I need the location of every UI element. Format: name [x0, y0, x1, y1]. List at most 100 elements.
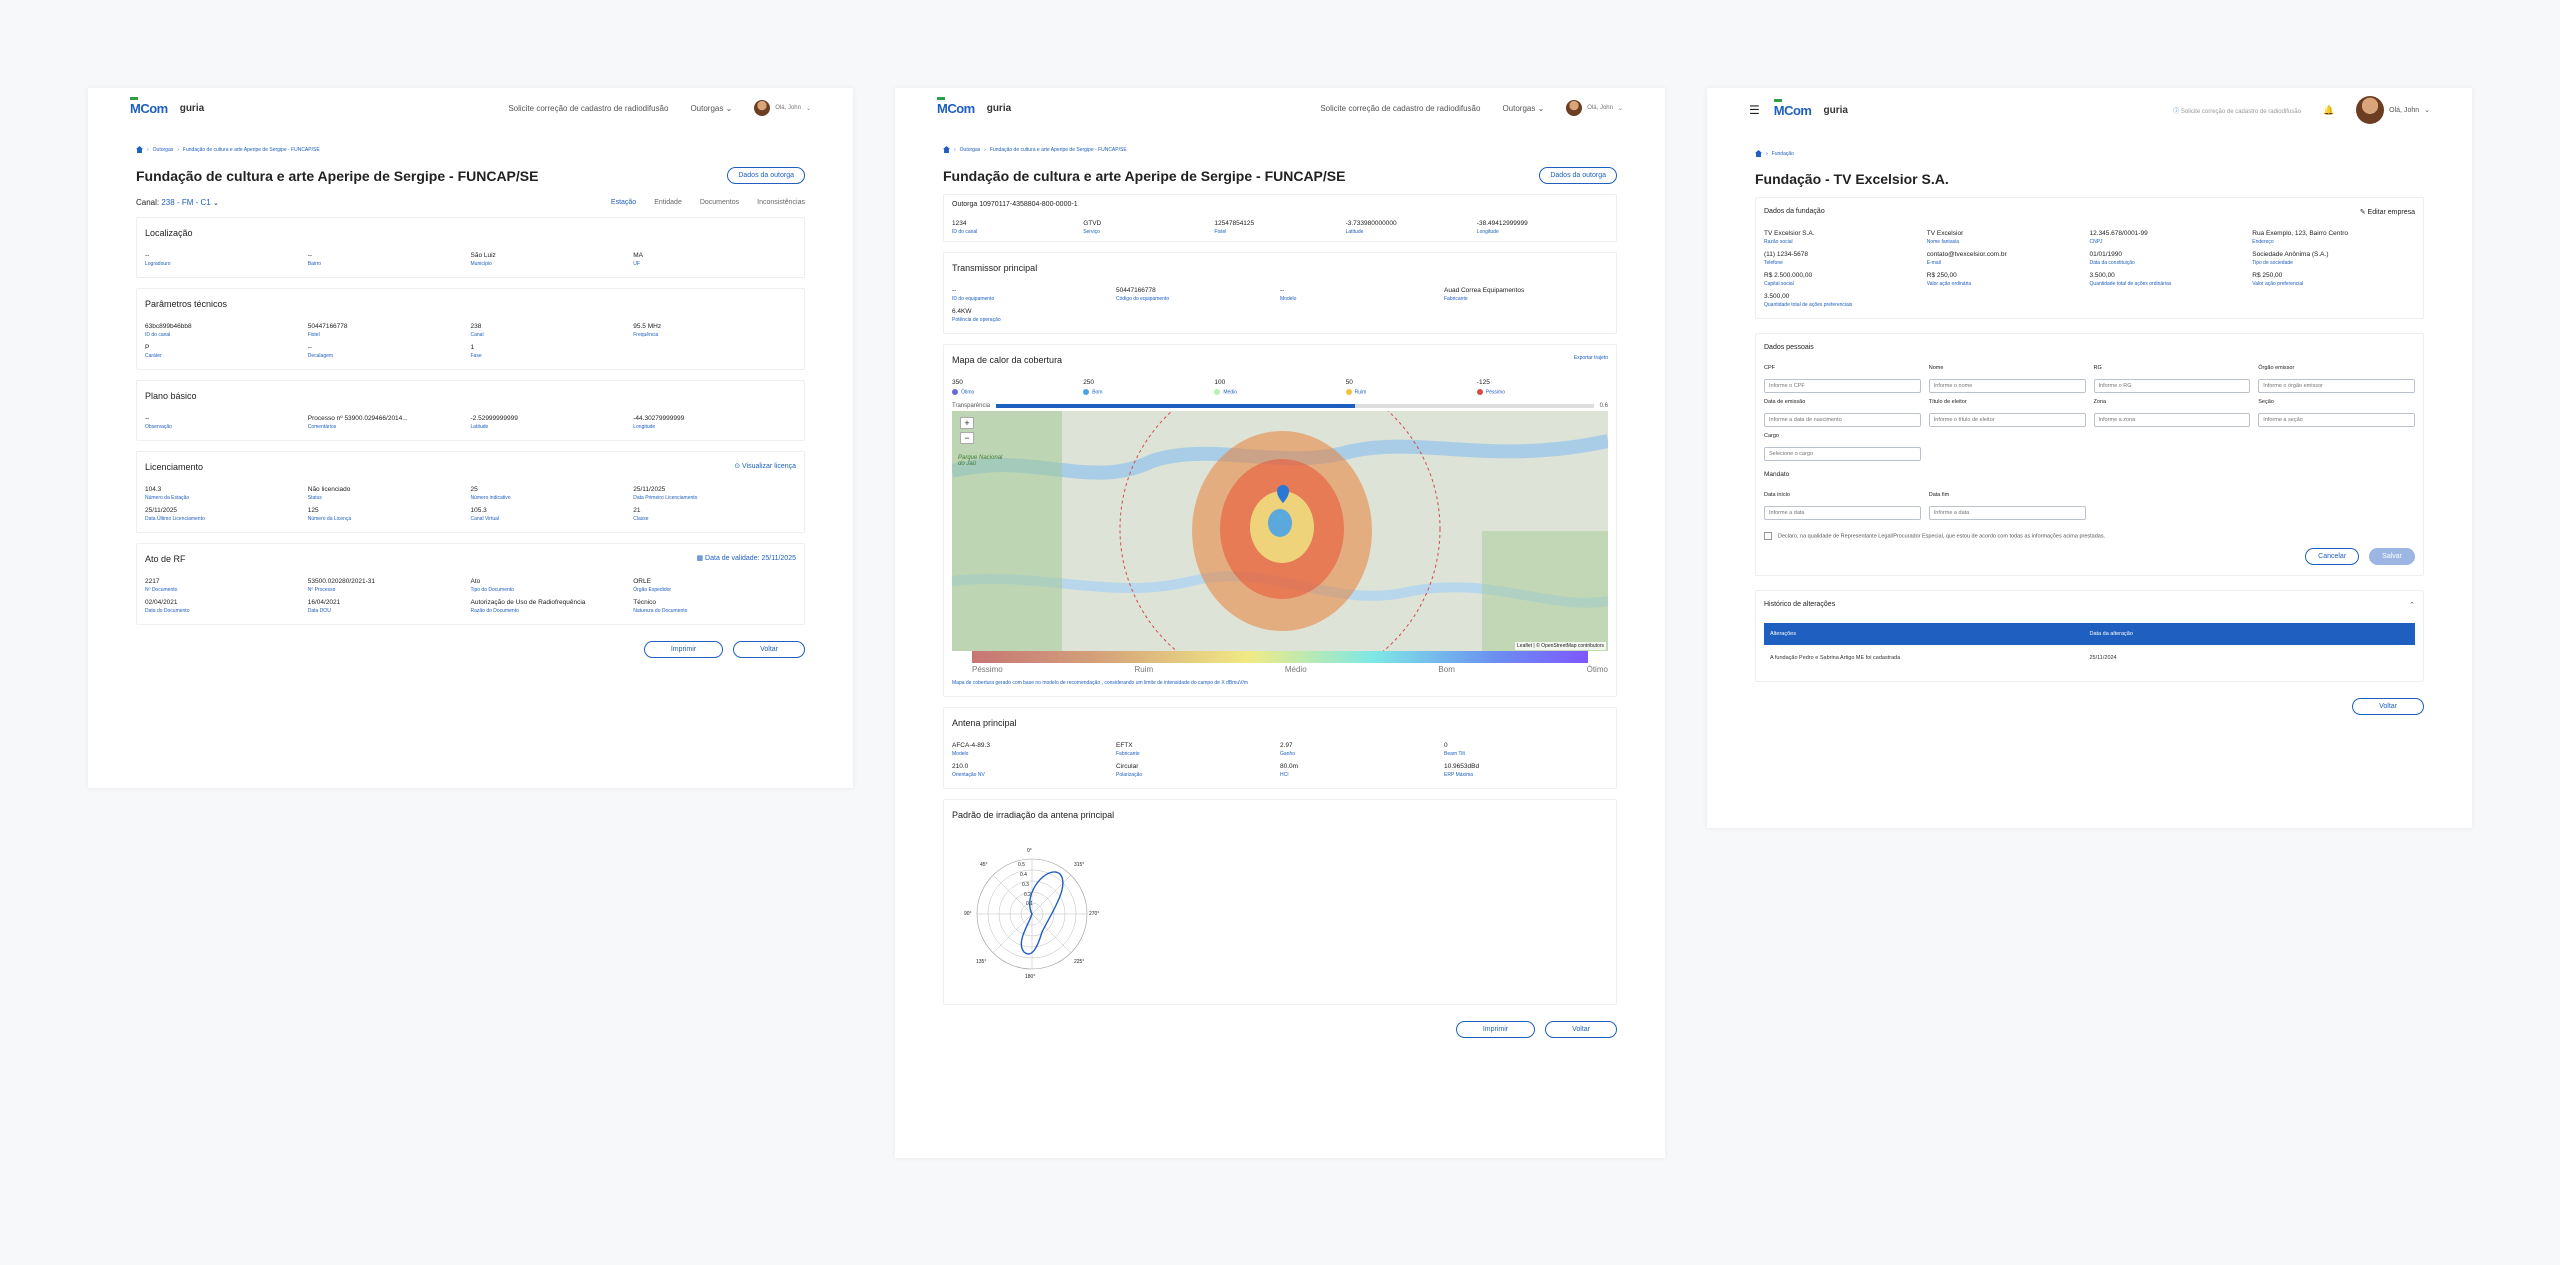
field-item: Circular Polarização [1116, 763, 1280, 778]
field-item: 210.0 Orientação NV [952, 763, 1116, 778]
back-button[interactable]: Voltar [1545, 1021, 1617, 1039]
declaro-checkbox[interactable] [1764, 532, 1772, 540]
card-title: Dados pessoais [1764, 344, 1814, 351]
titulo-eleitor-input[interactable] [1928, 413, 2086, 427]
field-label: Tipo do Documento [470, 587, 514, 593]
canal-select[interactable]: 238 - FM - C1 [161, 198, 211, 207]
data-inicio-input[interactable] [1764, 506, 1921, 520]
logo[interactable]: MCom guria [130, 96, 204, 116]
card-title: Dados da fundação [1764, 208, 1825, 215]
field-label: Natureza do Documento [633, 608, 688, 614]
polar-angle-label: 225° [1074, 959, 1085, 966]
field-label: Endereço [2252, 239, 2274, 245]
cargo-select[interactable] [1764, 447, 1921, 461]
field-item: 63bc899b46bb8 ID do canal [145, 323, 308, 338]
tab-entidade[interactable]: Entidade [654, 199, 682, 206]
user-menu[interactable]: Olá, John ⌄ [754, 100, 811, 116]
back-button[interactable]: Voltar [2352, 698, 2424, 715]
user-menu[interactable]: Olá, John ⌄ [1566, 100, 1623, 116]
request-correction-link[interactable]: Solicite correção de cadastro de radiodi… [508, 103, 669, 113]
canal-label: Canal: [136, 198, 160, 207]
field-item: EFTX Fabricante [1116, 742, 1280, 757]
outorgas-menu[interactable]: Outorgas ⌄ [1502, 104, 1544, 113]
field-label: Data da constituição [2089, 260, 2135, 266]
print-button[interactable]: Imprimir [1455, 1021, 1536, 1039]
field-value: 125 [307, 507, 319, 514]
home-icon[interactable] [943, 146, 950, 153]
cpf-input[interactable] [1764, 379, 1921, 393]
orgao-emissor-input[interactable] [2258, 379, 2415, 393]
field-label: Número da Licença [307, 516, 352, 522]
field-item: 01/01/1990 Data da constituição [2090, 251, 2253, 266]
zona-input[interactable] [2093, 413, 2251, 427]
breadcrumb-item[interactable]: Outorgas [152, 146, 174, 153]
field-label: Canal [470, 332, 484, 338]
menu-icon[interactable]: ☰ [1749, 103, 1760, 117]
data-fim-input[interactable] [1928, 506, 2086, 520]
coverage-map[interactable]: + − Parque Nacional do Jaú Leaflet | © O… [952, 411, 1608, 652]
cancel-button[interactable]: Cancelar [2305, 548, 2360, 565]
scale-label: Ótimo [1586, 665, 1608, 675]
field-label: Município [470, 261, 492, 267]
card-title: Parâmetros técnicos [145, 299, 228, 309]
card-title: Antena principal [952, 718, 1017, 729]
outorgas-menu[interactable]: Outorgas ⌄ [690, 104, 732, 113]
field-item: (11) 1234-5678 Telefone [1764, 251, 1927, 266]
field-value: 3.500,00 [2089, 272, 2115, 279]
coverage-scale-labels: Péssimo Ruim Médio Bom Ótimo [972, 665, 1608, 674]
dados-outorga-button[interactable]: Dados da outorga [727, 167, 805, 184]
tab-inconsistencias[interactable]: Inconsistências [757, 199, 805, 206]
visualizar-licenca-link[interactable]: ⊙ Visualizar licença [734, 462, 796, 472]
field-item: 104.3 Número da Estação [145, 486, 308, 501]
field-label: Título de eleitor [1928, 399, 1967, 405]
secao-input[interactable] [2258, 413, 2415, 427]
field-value: 1 [470, 344, 475, 351]
dados-outorga-button[interactable]: Dados da outorga [1539, 167, 1617, 184]
column-header: Alterações [1770, 631, 1796, 637]
history-change: A fundação Pedro e Sabrina Artigo ME foi… [1770, 655, 1901, 661]
polar-angle-label: 45° [980, 862, 988, 869]
field-value: R$ 2.500.000,00 [1764, 272, 1813, 279]
field-label: Nome fantasia [1926, 239, 1959, 245]
field-label: Órgão Expedidor [633, 587, 672, 593]
field-item: 16/04/2021 Data DOU [308, 599, 471, 614]
breadcrumb-item[interactable]: Outorgas [959, 146, 981, 153]
field-grid: AFCA-4-89.3 Modelo EFTX Fabricante 2.97 Ganho… [952, 742, 1608, 778]
print-button[interactable]: Imprimir [643, 641, 724, 658]
nome-input[interactable] [1928, 379, 2086, 393]
zoom-in-button[interactable]: + [960, 417, 974, 430]
field-label: Nome [1928, 365, 1944, 371]
logo[interactable]: MCom guria [937, 96, 1011, 116]
legend-label: Ótimo [961, 389, 975, 396]
field-label: Fabricante [1116, 751, 1140, 758]
tab-estacao[interactable]: Estação [610, 199, 637, 206]
field-label: Fistel [1214, 229, 1227, 235]
logo[interactable]: MCom guria [1773, 98, 1848, 118]
history-date: 25/11/2024 [2089, 655, 2117, 661]
field-label: Canal Virtual [470, 516, 500, 522]
back-button[interactable]: Voltar [733, 641, 805, 658]
home-icon[interactable] [1755, 150, 1762, 157]
request-correction-link[interactable]: Solicite correção de cadastro de radiodi… [1320, 103, 1481, 113]
tab-documentos[interactable]: Documentos [699, 199, 740, 206]
bell-icon[interactable]: 🔔 [2322, 104, 2335, 115]
chevron-up-icon[interactable]: ⌃ [2409, 602, 2415, 609]
data-emissao-input[interactable] [1764, 413, 1921, 427]
pencil-icon: ✎ [2359, 209, 2366, 216]
save-button[interactable]: Salvar [2369, 548, 2415, 565]
edit-company-button[interactable]: ✎ Editar empresa [2360, 208, 2415, 216]
rg-input[interactable] [2093, 379, 2251, 393]
user-menu[interactable]: Olá, John ⌄ [2356, 96, 2430, 124]
field-item: -2.52999999999 Latitude [471, 415, 634, 430]
field-grid: -- Observação Processo nº 53900.029466/201… [145, 415, 796, 430]
exportar-trajeto-link[interactable]: Exportar trajeto [1573, 355, 1608, 361]
field-label: Frequência [633, 332, 659, 338]
transparency-slider[interactable] [996, 404, 1594, 409]
map-attribution[interactable]: Leaflet | © OpenStreetMap contributors [1515, 642, 1606, 651]
zoom-out-button[interactable]: − [960, 432, 974, 445]
card-title: Histórico de alterações [1764, 601, 1836, 608]
request-correction-link[interactable]: ⓘ Solicite correção de cadastro de radio… [2173, 106, 2301, 115]
field-label: Classe [633, 516, 649, 522]
field-label: RG [2093, 365, 2102, 371]
home-icon[interactable] [136, 146, 143, 153]
